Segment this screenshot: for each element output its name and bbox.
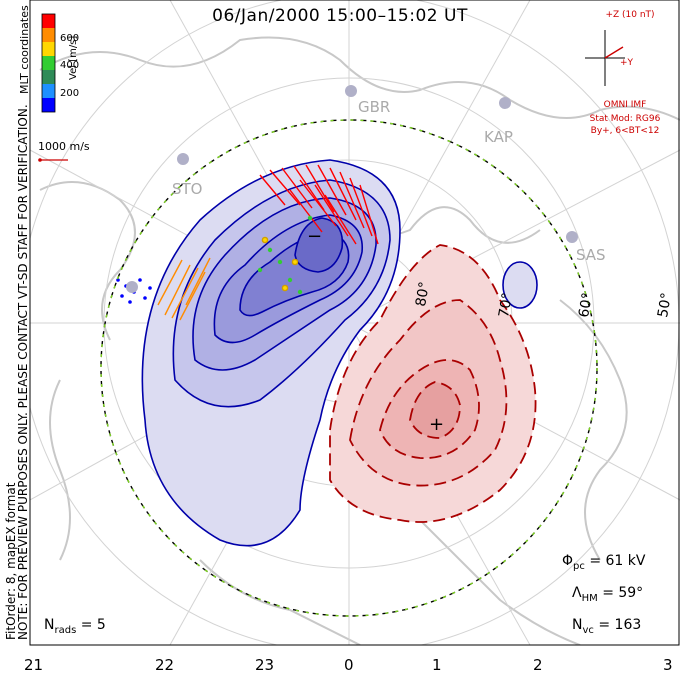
maximum-potential-marker: + [429,414,444,435]
scale-tick-600: 600 [60,33,80,44]
velocity-axis-label: Vel [m/s] [68,35,79,80]
mlt-tick-21: 21 [24,656,44,674]
hm-boundary-latitude: ΛHM = 59° [572,585,644,604]
radar-label-sas: SAS [576,246,606,264]
positive-potential-cell [329,244,537,523]
minimum-potential-marker: − [307,226,322,247]
imf-source: OMNI IMF [603,100,647,110]
mlt-tick-1: 1 [432,656,442,674]
plot-frame [29,0,680,646]
imf-condition: By+, 6<BT<12 [590,126,660,136]
mlt-tick-2: 2 [533,656,543,674]
map-title: 06/Jan/2000 15:00–15:02 UT [212,6,468,26]
radar-markers [126,85,578,293]
fit-order-note: FitOrder: 8, mapEX format [4,482,18,640]
velocity-vectors [116,164,379,321]
cross-polar-potential: Φpc = 61 kV [562,553,646,572]
imf-y-label: +Y [620,58,634,68]
radar-label-kap: KAP [484,128,513,146]
radar-label-gbr: GBR [358,98,391,116]
color-scale-bar [41,13,56,113]
verification-note: NOTE: FOR PREVIEW PURPOSES ONLY. PLEASE … [16,104,30,640]
reference-vector-label: 1000 m/s [38,140,90,153]
imf-stat-model: Stat Mod: RG96 [589,114,661,124]
mlt-tick-23: 23 [255,656,275,674]
coordinates-note: MLT coordinates [18,5,31,94]
imf-clock [585,30,625,86]
mlt-tick-3: 3 [663,656,673,674]
imf-z-label: +Z (10 nT) [605,10,655,20]
radar-count: Nrads = 5 [44,617,106,636]
mlt-tick-22: 22 [155,656,175,674]
scale-tick-200: 200 [60,88,80,99]
vector-count: Nvc = 163 [572,617,642,636]
radar-label-sto: STO [172,180,203,198]
mlt-tick-0: 0 [344,656,354,674]
scale-tick-400: 400 [60,60,80,71]
